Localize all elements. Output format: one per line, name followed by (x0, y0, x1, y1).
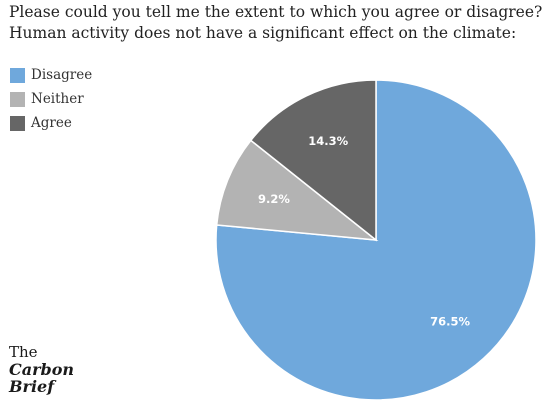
pie-labels: 76.5% 9.2% 14.3% (258, 134, 470, 328)
logo-line-2: Carbon (9, 360, 75, 379)
legend-label-neither: Neither (31, 91, 84, 107)
legend-swatch-disagree (10, 67, 25, 83)
logo-line-3: Brief (9, 377, 55, 396)
pie-slice-agree (249, 79, 377, 242)
slice-label-disagree: 76.5% (430, 314, 470, 328)
legend-item-neither: Neither (10, 87, 92, 111)
title-line-1: Please could you tell me the extent to w… (9, 3, 543, 21)
legend: Disagree Neither Agree (10, 63, 92, 135)
slice-label-neither: 9.2% (258, 192, 290, 206)
legend-swatch-neither (10, 91, 25, 107)
legend-item-disagree: Disagree (10, 63, 92, 87)
pie-slice-neither (215, 139, 379, 241)
legend-label-agree: Agree (31, 115, 72, 131)
pie-slices (215, 79, 537, 401)
title-line-2: Human activity does not have a significa… (9, 24, 517, 42)
legend-swatch-agree (10, 115, 25, 131)
logo-line-1: The (9, 343, 38, 361)
legend-item-agree: Agree (10, 111, 92, 135)
chart-title: Please could you tell me the extent to w… (9, 2, 544, 44)
carbon-brief-logo: The Carbon Brief (9, 343, 75, 396)
legend-label-disagree: Disagree (31, 67, 93, 83)
slice-label-agree: 14.3% (308, 134, 348, 148)
